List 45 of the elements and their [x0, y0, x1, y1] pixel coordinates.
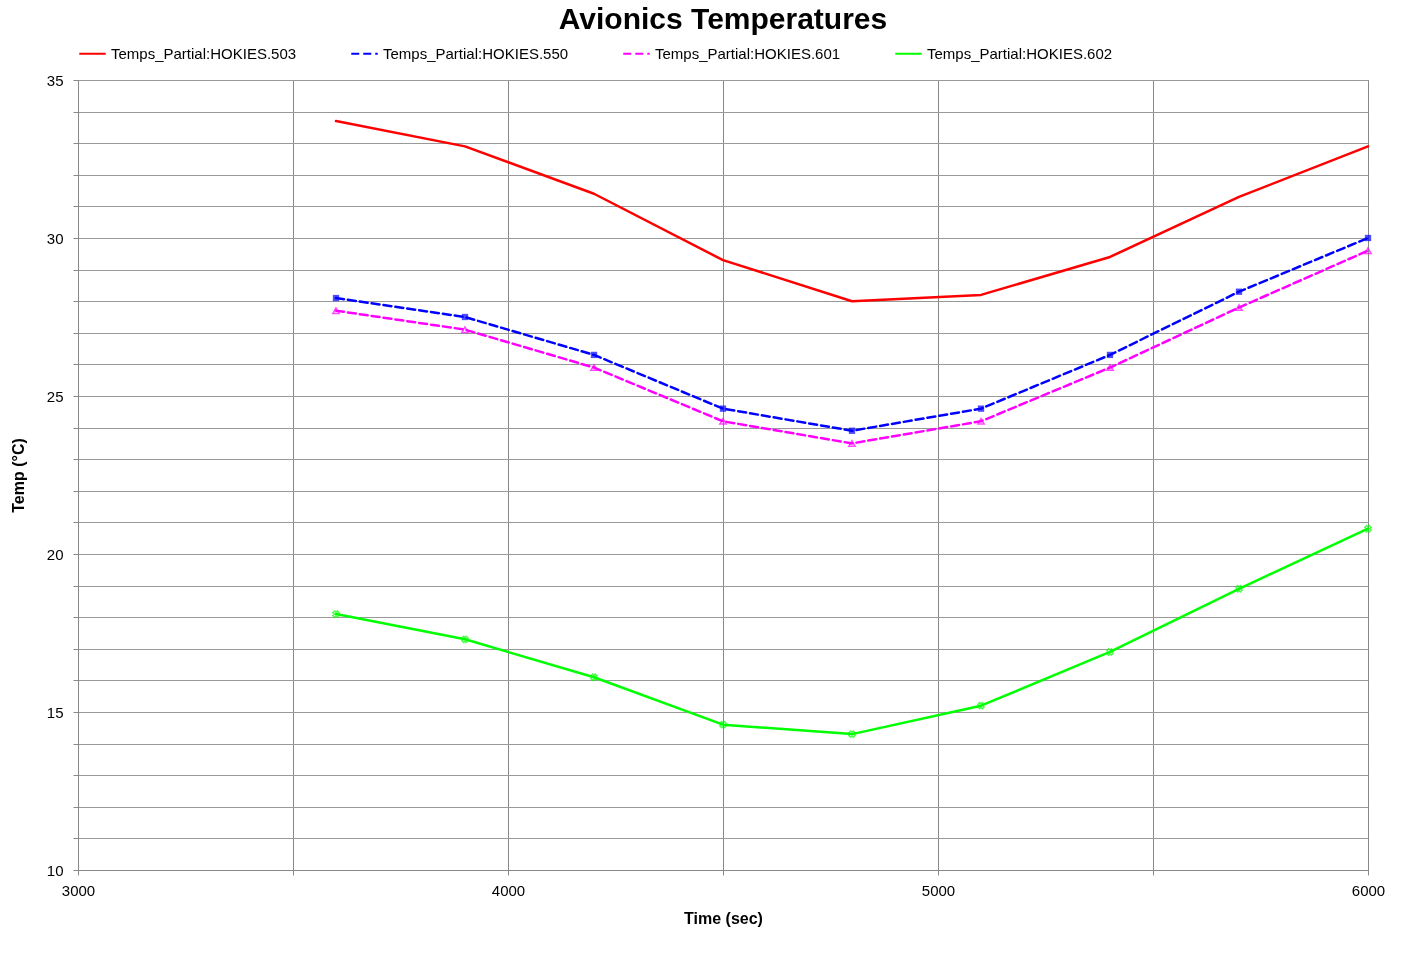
y-tick-label: 20	[46, 545, 64, 563]
point	[1235, 584, 1243, 593]
chart-title: Avionics Temperatures	[558, 2, 888, 35]
point	[332, 307, 340, 315]
point	[719, 405, 727, 412]
point	[332, 610, 340, 618]
point	[1364, 524, 1372, 533]
x-axis-title: Time (sec)	[684, 909, 763, 927]
point	[590, 351, 598, 359]
point	[590, 364, 598, 372]
y-axis-title: Temp (°C)	[9, 438, 27, 513]
y-tick-label: 35	[46, 71, 64, 89]
point	[332, 294, 340, 302]
x-tick-label: 5000	[921, 881, 956, 899]
y-tick-label: 10	[46, 861, 64, 879]
y-tick-label: 25	[46, 387, 64, 405]
point	[719, 417, 727, 425]
point	[977, 417, 985, 425]
line-series	[334, 119, 1370, 303]
point	[461, 313, 469, 321]
legend-label: Temps_Partial:HOKIES.601	[655, 44, 841, 62]
point	[1364, 234, 1372, 242]
legend-label: Temps_Partial:HOKIES.503	[111, 44, 297, 62]
point	[977, 405, 985, 412]
point	[719, 720, 727, 729]
point	[1235, 304, 1243, 312]
point	[1364, 247, 1372, 255]
x-tick-label: 6000	[1351, 881, 1386, 899]
point	[590, 673, 598, 682]
point	[461, 326, 469, 334]
y-tick-label: 30	[46, 229, 64, 247]
point	[848, 730, 856, 738]
point	[461, 635, 469, 644]
legend-label: Temps_Partial:HOKIES.550	[383, 44, 569, 62]
point	[848, 439, 856, 447]
point	[1106, 648, 1114, 656]
point	[1106, 364, 1114, 372]
point	[1235, 288, 1243, 295]
point	[848, 427, 856, 434]
y-tick-label: 15	[46, 703, 64, 721]
legend-label: Temps_Partial:HOKIES.602	[927, 44, 1113, 62]
point	[977, 701, 985, 710]
point	[1106, 351, 1114, 359]
x-tick-label: 3000	[61, 881, 96, 899]
x-tick-label: 4000	[491, 881, 526, 899]
